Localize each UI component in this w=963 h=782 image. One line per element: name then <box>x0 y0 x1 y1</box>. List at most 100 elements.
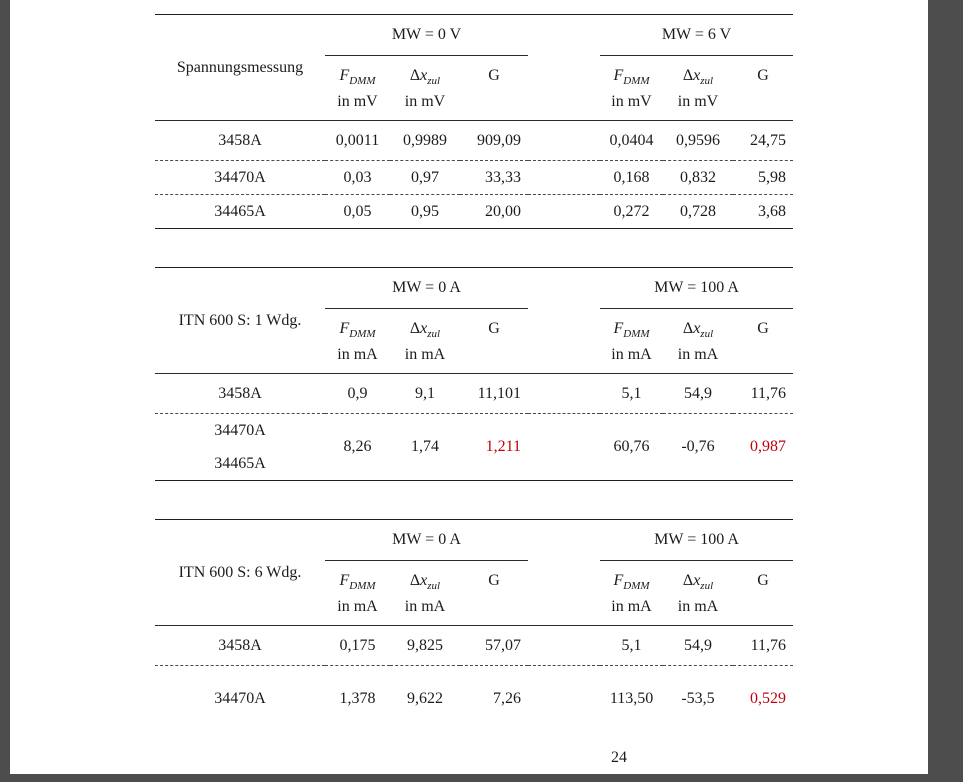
group-header-mw100: MW = 100 A <box>600 519 794 561</box>
value-cell: -0,76 <box>681 438 715 455</box>
value-cell: 11,101 <box>460 373 529 414</box>
value-cell: 113,50 <box>609 689 654 707</box>
row-label-line: 34470A <box>214 422 266 439</box>
value-cell: 0,832 <box>663 160 733 195</box>
value-cell: 0,529 <box>750 689 787 707</box>
symbol-letter: x <box>693 67 701 84</box>
value-cell: 0,272 <box>613 202 650 220</box>
delta-symbol: Δ <box>409 572 421 589</box>
fdmm-symbol: FDMM <box>600 316 663 342</box>
value-cell: 54,9 <box>663 625 734 666</box>
delta-symbol: Δ <box>682 572 694 589</box>
unit-label: in mA <box>404 598 446 615</box>
row-label-line: 34465A <box>214 455 266 472</box>
value-cell: 9,1 <box>390 373 460 414</box>
column-header-row: FDMM in mA Δxzul in mA G FDMM in mA <box>155 308 794 374</box>
group-header-mw6: MW = 6 V <box>600 14 793 56</box>
fdmm-symbol: FDMM <box>325 316 390 342</box>
symbol-subscript: zul <box>700 580 714 593</box>
value-cell: 1,211 <box>485 438 522 455</box>
dxzul-symbol: Δxzul <box>390 568 460 594</box>
data-row: 3458A 0,0011 0,9989 909,09 0,0404 0,9596… <box>155 120 793 161</box>
data-row-merged: 34470A 34465A 8,26 1,74 1,211 60,76 -0,7… <box>155 414 793 481</box>
row-label: 3458A <box>155 373 325 414</box>
data-row: 3458A 0,175 9,825 57,07 5,1 54,9 11,76 <box>155 625 794 666</box>
group-gap <box>528 414 600 481</box>
symbol-subscript: zul <box>427 328 441 341</box>
symbol-subscript: DMM <box>349 75 376 88</box>
column-header-row: FDMM in mV Δxzul in mV G FDMM in mV <box>155 55 793 121</box>
unit-label: in mA <box>337 598 378 615</box>
data-row-merged: 34470A 1,378 9,622 7,26 113,50 -53,5 0,5… <box>155 666 793 732</box>
delta-symbol: Δ <box>682 320 694 337</box>
symbol-letter: F <box>339 572 350 589</box>
symbol-letter: F <box>613 320 624 337</box>
page-content: Spannungsmessung MW = 0 V MW = 6 V FDMM … <box>10 0 928 768</box>
group-gap <box>528 267 601 374</box>
column-header-row: FDMM in mA Δxzul in mA G FDMM in mA <box>155 560 794 626</box>
group-gap <box>528 120 600 161</box>
group-header-mw0: MW = 0 V <box>325 14 528 56</box>
delta-symbol: Δ <box>409 67 421 84</box>
value-cell: 8,26 <box>343 438 372 455</box>
group-gap <box>528 519 601 626</box>
delta-symbol: Δ <box>682 67 694 84</box>
value-cell: 0,0011 <box>325 120 390 161</box>
col-header-fdmm: FDMM in mV <box>325 55 390 121</box>
group-gap <box>528 195 600 229</box>
unit-label: in mA <box>337 346 378 363</box>
dxzul-symbol: Δxzul <box>390 316 460 342</box>
unit-label: in mA <box>611 346 652 363</box>
col-header-fdmm: FDMM in mA <box>325 560 390 626</box>
col-header-dxzul: Δxzul in mV <box>663 55 733 121</box>
group-header-mw0: MW = 0 A <box>325 519 529 561</box>
data-row: 34465A 0,05 0,95 20,00 0,272 0,728 3,68 <box>155 195 793 229</box>
unit-label: in mV <box>337 93 378 110</box>
row-label: 34470A <box>155 160 325 195</box>
group-header-mw100: MW = 100 A <box>600 267 794 309</box>
g-symbol: G <box>757 572 769 589</box>
col-header-fdmm: FDMM in mA <box>600 308 664 374</box>
value-cell: 5,1 <box>600 373 664 414</box>
symbol-subscript: zul <box>427 580 441 593</box>
row-label: 34470A 34465A <box>155 414 325 481</box>
row-header: ITN 600 S: 1 Wdg. <box>155 267 325 374</box>
col-header-g: G <box>733 560 794 626</box>
symbol-subscript: DMM <box>623 75 650 88</box>
value-cell: 1,74 <box>411 438 439 455</box>
fdmm-symbol: FDMM <box>325 63 390 89</box>
symbol-letter: x <box>693 572 701 589</box>
g-symbol: G <box>757 67 769 84</box>
symbol-subscript: zul <box>700 328 714 341</box>
symbol-letter: F <box>339 320 350 337</box>
value-cell: 0,9596 <box>663 120 733 161</box>
group-gap <box>528 625 601 666</box>
unit-label: in mV <box>677 93 719 110</box>
group-gap <box>528 666 600 732</box>
value-cell: -53,5 <box>681 689 715 707</box>
symbol-letter: F <box>613 572 624 589</box>
row-label: 34470A <box>155 666 325 732</box>
symbol-letter: F <box>339 67 350 84</box>
unit-label: in mA <box>404 346 446 363</box>
symbol-letter: x <box>420 320 428 337</box>
group-header-row: ITN 600 S: 1 Wdg. MW = 0 A MW = 100 A <box>155 267 794 374</box>
col-header-fdmm: FDMM in mV <box>600 55 663 121</box>
unit-label: in mA <box>611 598 652 615</box>
symbol-subscript: DMM <box>349 328 376 341</box>
row-label: 3458A <box>155 625 325 666</box>
symbol-letter: F <box>613 67 624 84</box>
row-label: 34465A <box>214 202 266 220</box>
col-header-dxzul: Δxzul in mA <box>390 308 460 374</box>
value-cell: 0,95 <box>411 202 439 220</box>
symbol-subscript: zul <box>700 75 714 88</box>
value-cell: 0,987 <box>750 438 787 455</box>
col-header-dxzul: Δxzul in mA <box>663 560 734 626</box>
value-cell: 0,05 <box>343 202 372 220</box>
symbol-letter: x <box>693 320 701 337</box>
symbol-letter: x <box>420 67 428 84</box>
unit-label: in mA <box>677 598 719 615</box>
fdmm-symbol: FDMM <box>600 568 663 594</box>
col-header-dxzul: Δxzul in mA <box>663 308 734 374</box>
row-header: Spannungsmessung <box>155 14 325 121</box>
